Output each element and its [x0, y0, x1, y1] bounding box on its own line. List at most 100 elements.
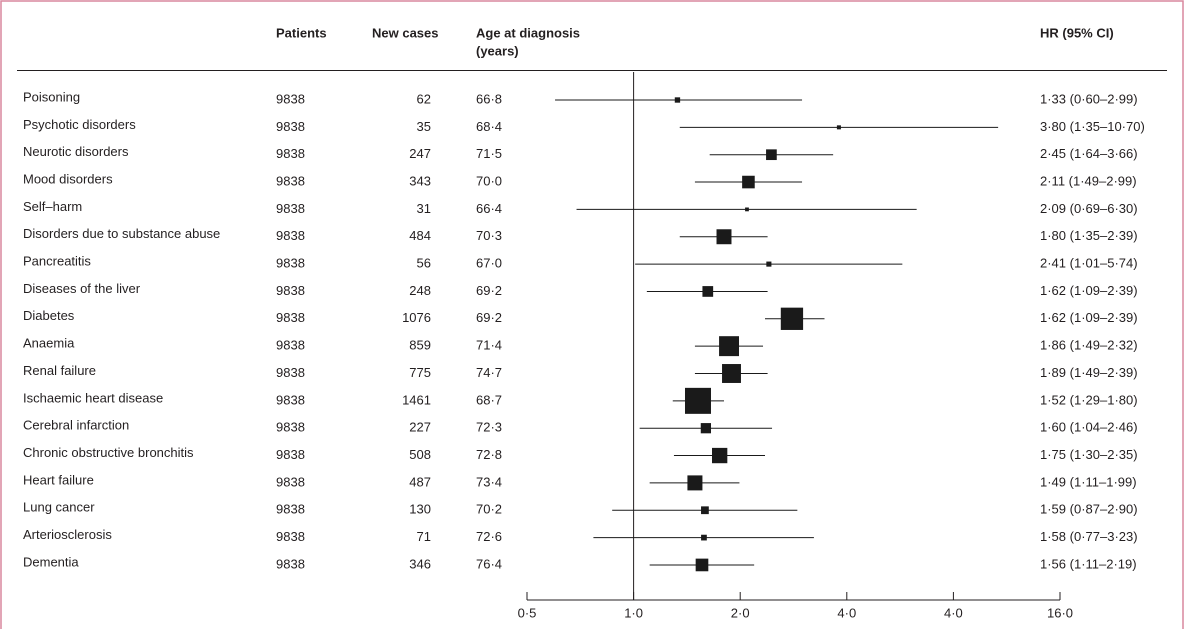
age: 70·0: [476, 173, 502, 188]
header-age: Age at diagnosis: [476, 25, 580, 40]
age: 76·4: [476, 556, 502, 571]
row-label: Pancreatitis: [23, 254, 91, 269]
hr-ci: 1·58 (0·77–3·23): [1040, 529, 1138, 544]
hr-ci: 2·45 (1·64–3·66): [1040, 146, 1138, 161]
age: 68·7: [476, 392, 502, 407]
age: 69·2: [476, 283, 502, 298]
new-cases: 484: [409, 228, 431, 243]
age: 67·0: [476, 256, 502, 271]
patients: 9838: [276, 365, 305, 380]
patients: 9838: [276, 91, 305, 106]
row-label: Chronic obstructive bronchitis: [23, 445, 194, 460]
row-label: Heart failure: [23, 472, 94, 487]
new-cases: 343: [409, 173, 431, 188]
hr-square: [719, 336, 740, 357]
age: 72·6: [476, 529, 502, 544]
new-cases: 35: [417, 119, 431, 134]
row-label: Renal failure: [23, 363, 96, 378]
hr-ci: 1·89 (1·49–2·39): [1040, 365, 1138, 380]
hr-square: [684, 387, 711, 414]
new-cases: 31: [417, 201, 431, 216]
hr-ci: 3·80 (1·35–10·70): [1040, 119, 1145, 134]
row-label: Ischaemic heart disease: [23, 390, 163, 405]
hr-square: [700, 423, 712, 434]
patients: 9838: [276, 310, 305, 325]
header-new-cases: New cases: [372, 25, 439, 40]
x-tick-label: 4·0: [837, 605, 856, 620]
patients: 9838: [276, 256, 305, 271]
new-cases: 130: [409, 502, 431, 517]
age: 73·4: [476, 474, 502, 489]
hr-square: [742, 175, 755, 189]
row-label: Poisoning: [23, 89, 80, 104]
age: 66·4: [476, 201, 502, 216]
hr-square: [712, 447, 728, 464]
new-cases: 247: [409, 146, 431, 161]
hr-ci: 1·49 (1·11–1·99): [1040, 474, 1137, 489]
age: 71·4: [476, 338, 502, 353]
age: 68·4: [476, 119, 502, 134]
patients: 9838: [276, 474, 305, 489]
patients: 9838: [276, 119, 305, 134]
row-label: Arteriosclerosis: [23, 527, 112, 542]
hr-ci: 2·09 (0·69–6·30): [1040, 201, 1138, 216]
header-hr: HR (95% CI): [1040, 25, 1114, 40]
hr-square: [701, 534, 707, 541]
patients: 9838: [276, 420, 305, 435]
new-cases: 56: [417, 256, 431, 271]
row-label: Self–harm: [23, 199, 82, 214]
hr-ci: 1·62 (1·09–2·39): [1040, 283, 1138, 298]
age: 72·3: [476, 420, 502, 435]
patients: 9838: [276, 502, 305, 517]
header-patients: Patients: [276, 25, 327, 40]
patients: 9838: [276, 228, 305, 243]
hr-square: [745, 207, 749, 212]
patients: 9838: [276, 283, 305, 298]
new-cases: 775: [409, 365, 431, 380]
x-tick-label: 4·0: [944, 605, 963, 620]
hr-square: [716, 229, 732, 245]
hr-ci: 1·56 (1·11–2·19): [1040, 556, 1137, 571]
patients: 9838: [276, 556, 305, 571]
hr-ci: 1·52 (1·29–1·80): [1040, 392, 1138, 407]
patients: 9838: [276, 173, 305, 188]
new-cases: 71: [417, 529, 431, 544]
age: 70·2: [476, 502, 502, 517]
new-cases: 487: [409, 474, 431, 489]
row-label: Diseases of the liver: [23, 281, 141, 296]
row-label: Anaemia: [23, 336, 75, 351]
hr-square: [780, 307, 804, 330]
new-cases: 859: [409, 338, 431, 353]
x-tick-label: 16·0: [1047, 605, 1073, 620]
row-label: Psychotic disorders: [23, 117, 136, 132]
age: 71·5: [476, 146, 502, 161]
hr-square: [702, 286, 714, 297]
hr-square: [836, 125, 841, 130]
hr-square: [722, 364, 741, 383]
hr-square: [695, 558, 709, 572]
x-tick-label: 2·0: [731, 605, 750, 620]
new-cases: 62: [417, 91, 431, 106]
age: 74·7: [476, 365, 502, 380]
hr-square: [766, 261, 772, 267]
row-label: Dementia: [23, 554, 79, 569]
row-label: Neurotic disorders: [23, 144, 129, 159]
hr-square: [701, 506, 709, 515]
hr-ci: 2·11 (1·49–2·99): [1040, 173, 1137, 188]
hr-square: [674, 97, 681, 103]
new-cases: 1076: [402, 310, 431, 325]
age: 66·8: [476, 91, 502, 106]
patients: 9838: [276, 146, 305, 161]
patients: 9838: [276, 201, 305, 216]
age: 69·2: [476, 310, 502, 325]
patients: 9838: [276, 392, 305, 407]
hr-ci: 1·75 (1·30–2·35): [1040, 447, 1138, 462]
new-cases: 1461: [402, 392, 431, 407]
age: 72·8: [476, 447, 502, 462]
row-label: Diabetes: [23, 308, 75, 323]
x-tick-label: 0·5: [518, 605, 537, 620]
hr-ci: 2·41 (1·01–5·74): [1040, 256, 1138, 271]
row-label: Mood disorders: [23, 171, 113, 186]
